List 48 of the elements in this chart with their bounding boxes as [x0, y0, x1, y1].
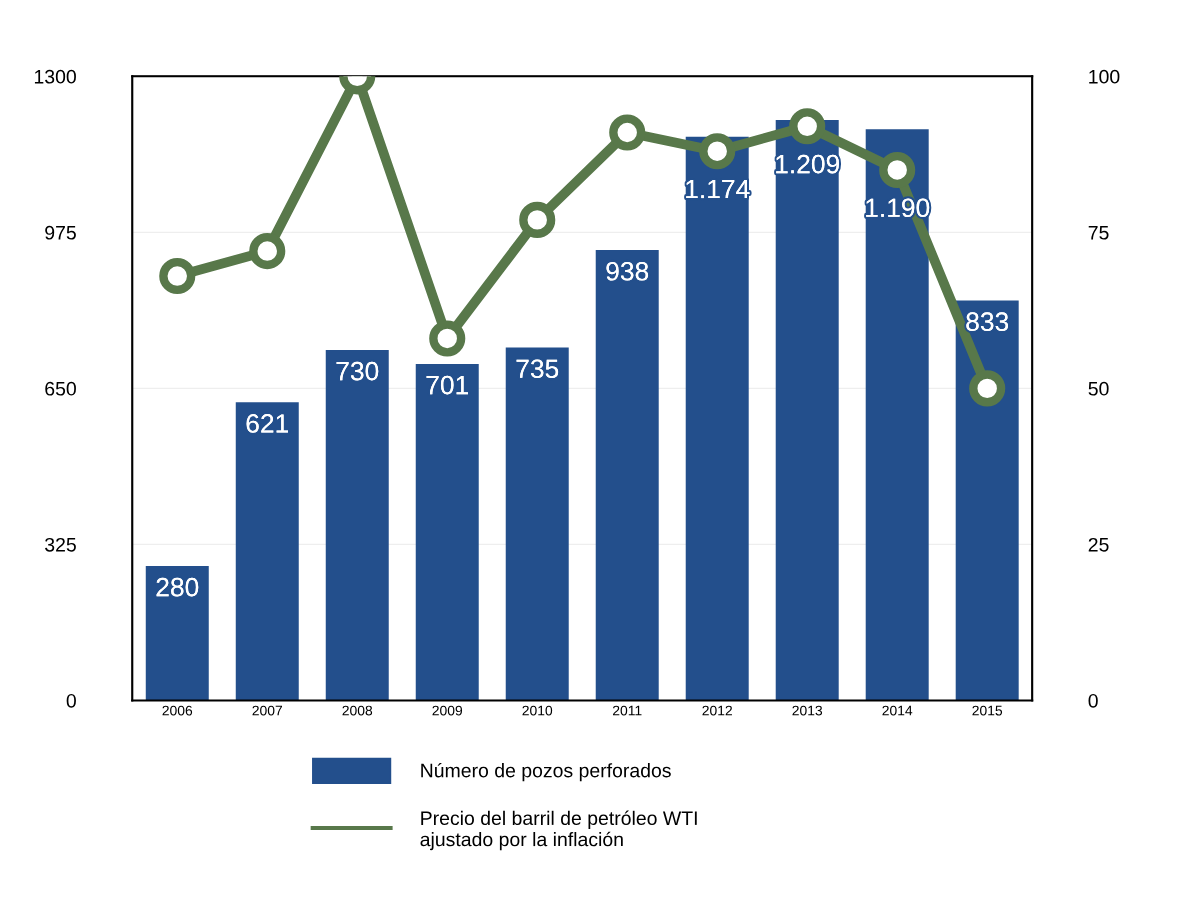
bar	[415, 363, 479, 701]
point	[429, 320, 466, 357]
y-tick-label: 1300	[34, 69, 76, 84]
bar	[505, 347, 569, 701]
y-tick-label: 325	[45, 537, 76, 552]
data-label: 938	[606, 261, 649, 281]
point	[609, 114, 646, 151]
data-label: 1.209	[776, 154, 839, 174]
bar	[955, 300, 1019, 701]
point	[879, 151, 916, 188]
point	[699, 133, 736, 170]
y-tick-label: 0	[66, 693, 76, 708]
x-tick-label: 2011	[612, 705, 642, 716]
y-tick-label: 975	[45, 225, 76, 240]
x-tick-label: 2013	[792, 705, 823, 716]
bar	[325, 349, 389, 701]
x-tick-label: 2007	[252, 705, 283, 716]
y2-tick-label: 0	[1088, 693, 1098, 708]
point	[159, 257, 196, 295]
data-label: 730	[336, 361, 379, 381]
x-tick-label: 2014	[882, 705, 913, 716]
x-tick-label: 2009	[432, 705, 463, 716]
data-label: 833	[966, 312, 1009, 332]
x-tick-label: 2008	[342, 705, 373, 716]
bar	[775, 120, 839, 701]
y-tick-label: 650	[45, 381, 76, 396]
x-tick-label: 2015	[972, 705, 1003, 716]
y2-tick-label: 50	[1088, 381, 1109, 396]
y2-tick-label: 100	[1089, 69, 1120, 84]
bar	[865, 129, 929, 701]
point	[249, 233, 286, 270]
y2-tick-label: 75	[1088, 226, 1109, 240]
point	[789, 108, 826, 145]
x-tick-label: 2012	[702, 705, 732, 716]
legend-label: Precio del barril de petróleo WTI ajustado por la inflación	[420, 810, 697, 851]
point	[519, 201, 556, 238]
bar	[235, 402, 299, 701]
point	[969, 370, 1006, 407]
y2-tick-label: 25	[1088, 537, 1109, 552]
x-tick-label: 2006	[162, 705, 193, 716]
bar	[685, 136, 749, 701]
data-label: 280	[156, 577, 199, 597]
data-label: 621	[246, 414, 288, 433]
legend-label: Número de pozos perforados	[421, 762, 671, 782]
data-label: 735	[516, 359, 559, 379]
data-label: 701	[426, 375, 468, 395]
x-tick-label: 2010	[522, 705, 553, 716]
bar	[595, 250, 659, 701]
